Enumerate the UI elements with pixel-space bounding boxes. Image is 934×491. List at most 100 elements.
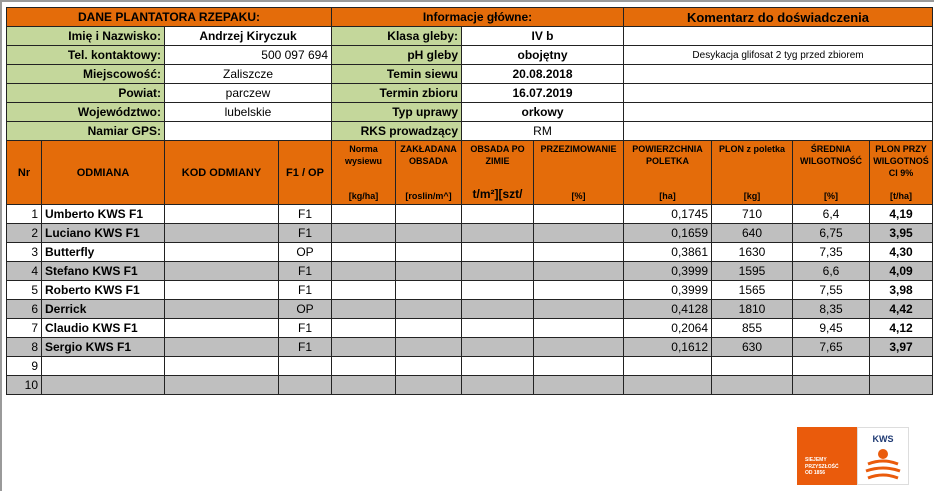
- cell-zakladana[interactable]: [395, 318, 462, 338]
- cell-zakladana[interactable]: [395, 223, 462, 243]
- cell-plon[interactable]: 1810: [711, 299, 793, 319]
- info-value[interactable]: obojętny: [461, 45, 624, 65]
- cell-zakladana[interactable]: [395, 242, 462, 262]
- cell-przezimowanie[interactable]: [533, 261, 624, 281]
- cell-f1op[interactable]: [278, 375, 332, 395]
- cell-powierzchnia[interactable]: 0,1659: [623, 223, 712, 243]
- cell-plon[interactable]: 1595: [711, 261, 793, 281]
- cell-wilgotnosc[interactable]: 7,65: [792, 337, 870, 357]
- cell-nr[interactable]: 5: [6, 280, 42, 300]
- cell-norma[interactable]: [331, 299, 396, 319]
- cell-f1op[interactable]: F1: [278, 223, 332, 243]
- cell-norma[interactable]: [331, 337, 396, 357]
- cell-przezimowanie[interactable]: [533, 299, 624, 319]
- cell-przezimowanie[interactable]: [533, 375, 624, 395]
- cell-plon[interactable]: 710: [711, 204, 793, 224]
- cell-plon-9[interactable]: 4,42: [869, 299, 933, 319]
- comment-empty-row[interactable]: [623, 26, 933, 46]
- cell-norma[interactable]: [331, 204, 396, 224]
- cell-plon-9[interactable]: 4,30: [869, 242, 933, 262]
- cell-odmiana[interactable]: Claudio KWS F1: [41, 318, 165, 338]
- cell-obsada[interactable]: [461, 337, 534, 357]
- cell-kod[interactable]: [164, 261, 279, 281]
- cell-wilgotnosc[interactable]: [792, 356, 870, 376]
- cell-wilgotnosc[interactable]: 8,35: [792, 299, 870, 319]
- cell-kod[interactable]: [164, 299, 279, 319]
- cell-f1op[interactable]: F1: [278, 261, 332, 281]
- cell-obsada[interactable]: [461, 299, 534, 319]
- cell-odmiana[interactable]: [41, 375, 165, 395]
- cell-kod[interactable]: [164, 280, 279, 300]
- cell-przezimowanie[interactable]: [533, 318, 624, 338]
- cell-nr[interactable]: 10: [6, 375, 42, 395]
- cell-zakladana[interactable]: [395, 337, 462, 357]
- cell-norma[interactable]: [331, 356, 396, 376]
- cell-wilgotnosc[interactable]: 7,55: [792, 280, 870, 300]
- cell-wilgotnosc[interactable]: 6,4: [792, 204, 870, 224]
- cell-powierzchnia[interactable]: [623, 375, 712, 395]
- cell-f1op[interactable]: F1: [278, 204, 332, 224]
- comment-empty-row[interactable]: [623, 121, 933, 141]
- cell-obsada[interactable]: [461, 356, 534, 376]
- cell-przezimowanie[interactable]: [533, 356, 624, 376]
- cell-odmiana[interactable]: [41, 356, 165, 376]
- plantator-value[interactable]: Andrzej Kiryczuk: [164, 26, 332, 46]
- cell-f1op[interactable]: [278, 356, 332, 376]
- cell-kod[interactable]: [164, 318, 279, 338]
- cell-plon[interactable]: 640: [711, 223, 793, 243]
- plantator-value[interactable]: Zaliszcze: [164, 64, 332, 84]
- cell-wilgotnosc[interactable]: [792, 375, 870, 395]
- cell-nr[interactable]: 6: [6, 299, 42, 319]
- cell-kod[interactable]: [164, 375, 279, 395]
- cell-przezimowanie[interactable]: [533, 280, 624, 300]
- comment-empty-row[interactable]: [623, 64, 933, 84]
- cell-plon-9[interactable]: 4,09: [869, 261, 933, 281]
- cell-odmiana[interactable]: Luciano KWS F1: [41, 223, 165, 243]
- cell-kod[interactable]: [164, 223, 279, 243]
- cell-norma[interactable]: [331, 280, 396, 300]
- cell-kod[interactable]: [164, 242, 279, 262]
- cell-powierzchnia[interactable]: 0,2064: [623, 318, 712, 338]
- cell-powierzchnia[interactable]: [623, 356, 712, 376]
- cell-odmiana[interactable]: Stefano KWS F1: [41, 261, 165, 281]
- cell-zakladana[interactable]: [395, 375, 462, 395]
- cell-przezimowanie[interactable]: [533, 242, 624, 262]
- cell-wilgotnosc[interactable]: 7,35: [792, 242, 870, 262]
- cell-kod[interactable]: [164, 356, 279, 376]
- cell-f1op[interactable]: F1: [278, 337, 332, 357]
- cell-obsada[interactable]: [461, 318, 534, 338]
- cell-przezimowanie[interactable]: [533, 204, 624, 224]
- cell-obsada[interactable]: [461, 261, 534, 281]
- cell-nr[interactable]: 4: [6, 261, 42, 281]
- cell-odmiana[interactable]: Roberto KWS F1: [41, 280, 165, 300]
- cell-f1op[interactable]: OP: [278, 242, 332, 262]
- cell-plon[interactable]: 630: [711, 337, 793, 357]
- cell-nr[interactable]: 7: [6, 318, 42, 338]
- cell-f1op[interactable]: OP: [278, 299, 332, 319]
- cell-kod[interactable]: [164, 204, 279, 224]
- cell-nr[interactable]: 2: [6, 223, 42, 243]
- cell-zakladana[interactable]: [395, 356, 462, 376]
- cell-norma[interactable]: [331, 242, 396, 262]
- cell-plon[interactable]: 855: [711, 318, 793, 338]
- cell-wilgotnosc[interactable]: 6,6: [792, 261, 870, 281]
- cell-odmiana[interactable]: Umberto KWS F1: [41, 204, 165, 224]
- cell-nr[interactable]: 8: [6, 337, 42, 357]
- info-value[interactable]: orkowy: [461, 102, 624, 122]
- cell-norma[interactable]: [331, 223, 396, 243]
- cell-powierzchnia[interactable]: 0,3999: [623, 280, 712, 300]
- cell-obsada[interactable]: [461, 280, 534, 300]
- cell-plon[interactable]: [711, 356, 793, 376]
- cell-norma[interactable]: [331, 261, 396, 281]
- cell-obsada[interactable]: [461, 375, 534, 395]
- cell-plon[interactable]: [711, 375, 793, 395]
- info-value[interactable]: RM: [461, 121, 624, 141]
- cell-odmiana[interactable]: Sergio KWS F1: [41, 337, 165, 357]
- cell-zakladana[interactable]: [395, 261, 462, 281]
- cell-obsada[interactable]: [461, 204, 534, 224]
- cell-nr[interactable]: 3: [6, 242, 42, 262]
- cell-zakladana[interactable]: [395, 280, 462, 300]
- cell-wilgotnosc[interactable]: 6,75: [792, 223, 870, 243]
- info-value[interactable]: IV b: [461, 26, 624, 46]
- comment-empty-row[interactable]: [623, 83, 933, 103]
